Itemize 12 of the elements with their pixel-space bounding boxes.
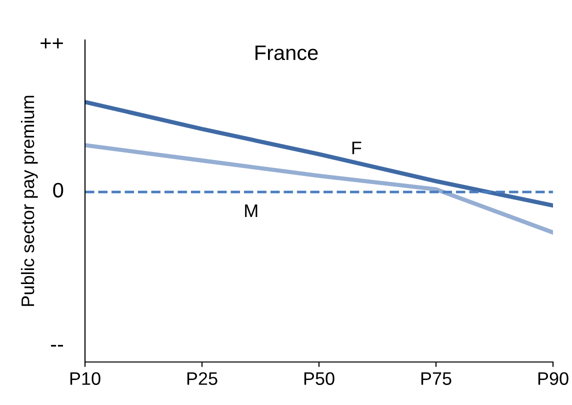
text: 0 [53,182,64,198]
x-tick-label: P25 [187,372,218,385]
text: ++ [40,38,63,48]
x-tick-label: P75 [421,372,452,385]
chart-title: France [256,46,318,60]
y-axis-title: Public sector pay premium [20,96,38,306]
text: -- [50,344,64,347]
x-tick-label: P50 [304,372,334,385]
x-tick-label: P90 [538,372,568,385]
annotation: M [245,204,258,217]
annotation: F [352,142,362,154]
x-tick-label: P10 [70,372,100,385]
